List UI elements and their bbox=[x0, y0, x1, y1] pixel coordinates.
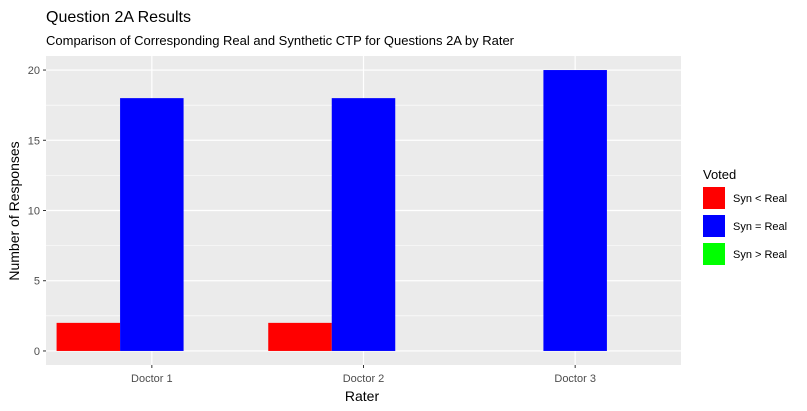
legend-key bbox=[703, 243, 725, 265]
y-tick-label: 5 bbox=[34, 276, 40, 288]
legend-label: Syn < Real bbox=[733, 193, 787, 205]
x-tick-label: Doctor 1 bbox=[131, 373, 173, 385]
legend-key bbox=[703, 187, 725, 209]
bar-syn-real-doctor-2 bbox=[268, 322, 332, 351]
bar-syn-real-doctor-2 bbox=[331, 98, 396, 351]
legend: Voted Syn < Real Syn = Real Syn > Real bbox=[703, 167, 787, 265]
legend-key bbox=[703, 215, 725, 237]
bar-syn-real-doctor-1 bbox=[120, 98, 184, 351]
y-tick-label: 20 bbox=[28, 65, 40, 77]
bar-syn-real-doctor-1 bbox=[56, 322, 121, 351]
y-axis-title: Number of Responses bbox=[6, 141, 22, 280]
y-tick-label: 10 bbox=[28, 206, 40, 218]
y-tick-label: 15 bbox=[28, 135, 40, 147]
bars bbox=[56, 70, 607, 351]
chart-subtitle: Comparison of Corresponding Real and Syn… bbox=[46, 33, 515, 48]
legend-title: Voted bbox=[703, 167, 736, 182]
bar-syn-real-doctor-3 bbox=[543, 70, 607, 351]
legend-label: Syn = Real bbox=[733, 221, 787, 233]
chart-title: Question 2A Results bbox=[46, 9, 191, 26]
x-tick-label: Doctor 2 bbox=[343, 373, 385, 385]
x-axis: Doctor 1 Doctor 2 Doctor 3 bbox=[131, 365, 596, 385]
legend-label: Syn > Real bbox=[733, 249, 787, 261]
x-tick-label: Doctor 3 bbox=[554, 373, 596, 385]
x-axis-title: Rater bbox=[345, 388, 380, 404]
y-tick-label: 0 bbox=[34, 346, 40, 358]
y-axis: 0 5 10 15 20 bbox=[28, 65, 46, 358]
legend-items: Syn < Real Syn = Real Syn > Real bbox=[703, 187, 787, 265]
